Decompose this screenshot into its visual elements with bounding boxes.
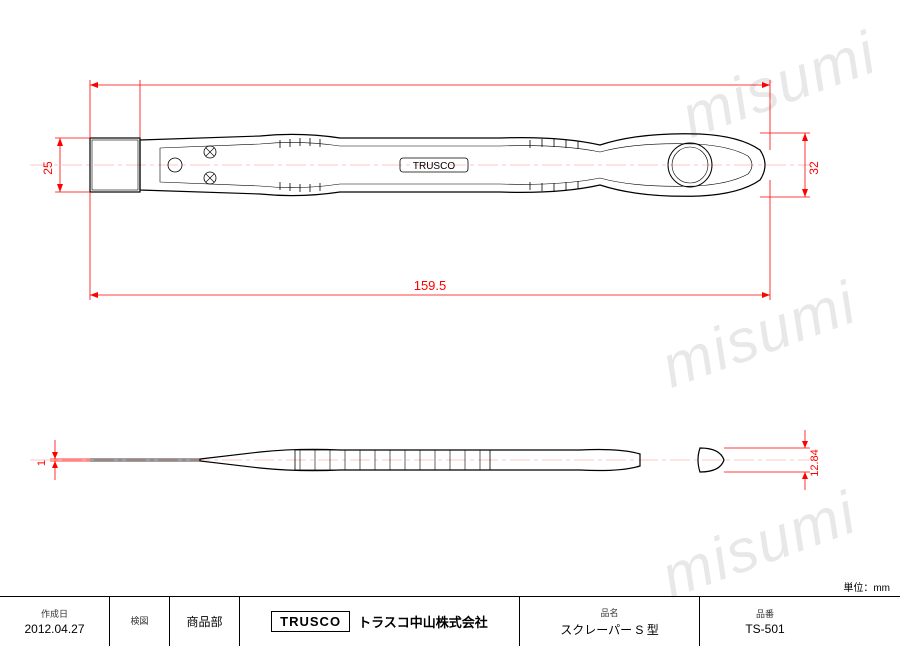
kenzu-label: 検図 (130, 614, 148, 627)
dim-rear-width: 32 (807, 161, 821, 175)
tb-kenzu-cell: 検図 (110, 597, 170, 646)
company-name: トラスコ中山株式会社 (358, 612, 488, 631)
dept-value: 商品部 (186, 613, 222, 630)
tb-company-cell: TRUSCO トラスコ中山株式会社 (240, 597, 520, 646)
trusco-logo: TRUSCO (271, 611, 350, 632)
name-label: 品名 (600, 606, 618, 619)
part-value: TS-501 (745, 622, 784, 636)
date-value: 2012.04.27 (24, 622, 84, 636)
date-label: 作成日 (41, 607, 68, 620)
dim-handle-thickness: 12.84 (809, 449, 821, 477)
brand-label: TRUSCO (413, 161, 455, 172)
part-label: 品番 (756, 607, 774, 620)
dim-front-width: 25 (41, 161, 55, 175)
name-value: スクレーパー S 型 (560, 621, 659, 638)
tb-date-cell: 作成日 2012.04.27 (0, 597, 110, 646)
tb-name-cell: 品名 スクレーパー S 型 (520, 597, 700, 646)
unit-label: 単位：mm (843, 579, 890, 594)
tb-part-cell: 品番 TS-501 (700, 597, 830, 646)
dim-length: 159.5 (414, 278, 447, 293)
drawing-canvas: TRUSCO 25 32 159.5 (0, 0, 900, 596)
tb-dept-cell: 商品部 (170, 597, 240, 646)
dim-blade-thickness: 1 (36, 460, 48, 466)
title-block: 単位：mm 作成日 2012.04.27 検図 商品部 TRUSCO トラスコ中… (0, 596, 900, 646)
